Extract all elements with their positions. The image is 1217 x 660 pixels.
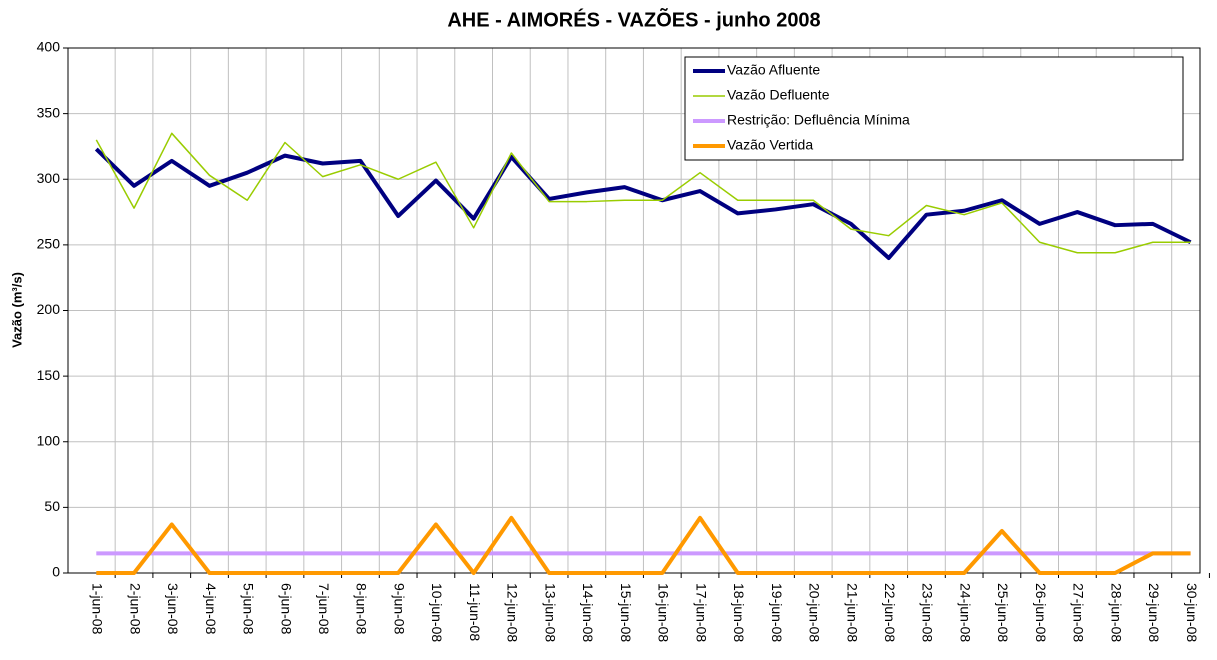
x-tick-label: 16-jun-08 (656, 583, 672, 642)
y-tick-label: 50 (44, 498, 60, 514)
x-tick-label: 5-jun-08 (241, 583, 257, 635)
chart-title: AHE - AIMORÉS - VAZÕES - junho 2008 (447, 7, 820, 31)
x-tick-label: 26-jun-08 (1033, 583, 1049, 642)
y-tick-label: 200 (37, 301, 61, 317)
x-tick-label: 24-jun-08 (957, 583, 973, 642)
legend-label: Vazão Afluente (727, 62, 820, 78)
y-axis-label: Vazão (m³/s) (9, 272, 24, 348)
x-tick-label: 21-jun-08 (844, 583, 860, 642)
x-tick-label: 20-jun-08 (807, 583, 823, 642)
y-tick-label: 250 (37, 236, 61, 252)
x-tick-label: 12-jun-08 (505, 583, 521, 642)
x-tick-label: 6-jun-08 (278, 583, 294, 635)
legend-label: Restrição: Defluência Mínima (727, 112, 910, 128)
x-tick-label: 10-jun-08 (429, 583, 445, 642)
x-tick-label: 28-jun-08 (1108, 583, 1124, 642)
y-tick-label: 300 (37, 170, 61, 186)
x-tick-label: 27-jun-08 (1071, 583, 1087, 642)
x-tick-label: 29-jun-08 (1146, 583, 1162, 642)
y-tick-label: 100 (37, 432, 61, 448)
x-tick-label: 1-jun-08 (90, 583, 106, 635)
x-tick-label: 23-jun-08 (920, 583, 936, 642)
x-tick-label: 13-jun-08 (542, 583, 558, 642)
x-tick-label: 14-jun-08 (580, 583, 596, 642)
y-tick-label: 0 (52, 564, 60, 580)
x-tick-label: 3-jun-08 (165, 583, 181, 635)
x-tick-label: 30-jun-08 (1184, 583, 1200, 642)
x-tick-label: 22-jun-08 (882, 583, 898, 642)
x-tick-label: 9-jun-08 (391, 583, 407, 635)
x-tick-label: 4-jun-08 (203, 583, 219, 635)
y-tick-label: 400 (37, 39, 61, 55)
legend-label: Vazão Vertida (727, 137, 813, 153)
legend-label: Vazão Defluente (727, 87, 830, 103)
x-tick-label: 2-jun-08 (127, 583, 143, 635)
legend-box (684, 56, 1184, 161)
y-tick-label: 150 (37, 367, 61, 383)
x-tick-label: 8-jun-08 (354, 583, 370, 635)
x-tick-label: 25-jun-08 (995, 583, 1011, 642)
y-tick-label: 350 (37, 104, 61, 120)
series-line (94, 147, 1192, 260)
series-line (96, 515, 1191, 575)
x-tick-label: 17-jun-08 (693, 583, 709, 642)
x-tick-label: 7-jun-08 (316, 583, 332, 635)
x-tick-label: 11-jun-08 (467, 583, 483, 641)
x-tick-label: 19-jun-08 (769, 583, 785, 642)
series-line (95, 132, 1191, 254)
x-tick-label: 18-jun-08 (731, 583, 747, 642)
x-tick-label: 15-jun-08 (618, 583, 634, 642)
